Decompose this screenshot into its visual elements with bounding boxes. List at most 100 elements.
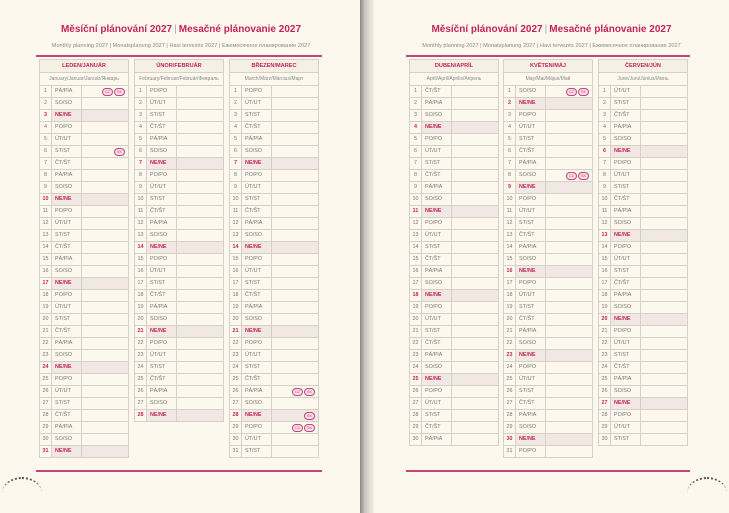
day-note-field[interactable] [272, 206, 318, 217]
day-note-field[interactable] [641, 326, 687, 337]
day-note-field[interactable] [546, 350, 592, 361]
day-note-field[interactable] [641, 218, 687, 229]
day-row[interactable]: 6 ÚT/UT [410, 146, 498, 158]
day-row[interactable]: 16 ÚT/UT [230, 266, 318, 278]
day-note-field[interactable] [272, 170, 318, 181]
day-row[interactable]: 1 PÁ/PIA CZ SK [40, 86, 128, 98]
day-note-field[interactable] [546, 194, 592, 205]
day-note-field[interactable] [452, 362, 498, 373]
day-row[interactable]: 28 ČT/ŠT [40, 410, 128, 422]
day-row[interactable]: 13 ÚT/UT [410, 230, 498, 242]
day-row[interactable]: 14 PO/PO [599, 242, 687, 254]
day-note-field[interactable] [82, 374, 128, 385]
day-note-field[interactable] [641, 266, 687, 277]
day-note-field[interactable] [641, 230, 687, 241]
day-row[interactable]: 1 SO/SO CZ SK [504, 86, 592, 98]
day-note-field[interactable] [452, 314, 498, 325]
day-row[interactable]: 23 ÚT/UT [230, 350, 318, 362]
day-note-field[interactable] [272, 374, 318, 385]
day-note-field[interactable] [452, 326, 498, 337]
day-row[interactable]: 2 SO/SO [40, 98, 128, 110]
day-note-field[interactable] [452, 398, 498, 409]
day-row[interactable]: 27 ČT/ŠT [504, 398, 592, 410]
day-row[interactable]: 26 PÁ/PIA CZ SK [230, 386, 318, 398]
day-row[interactable]: 7 ST/ST [410, 158, 498, 170]
day-row[interactable]: 4 NE/NE [410, 122, 498, 134]
day-row[interactable]: 30 NE/NE [504, 434, 592, 446]
day-note-field[interactable] [641, 278, 687, 289]
day-row[interactable]: 10 PO/PO [504, 194, 592, 206]
day-row[interactable]: 5 SO/SO [599, 134, 687, 146]
day-note-field[interactable] [546, 254, 592, 265]
day-note-field[interactable] [452, 338, 498, 349]
day-row[interactable]: 16 ST/ST [599, 266, 687, 278]
day-note-field[interactable] [272, 302, 318, 313]
day-note-field[interactable] [272, 242, 318, 253]
day-row[interactable]: 2 ST/ST [599, 98, 687, 110]
day-row[interactable]: 25 ÚT/UT [504, 374, 592, 386]
day-note-field[interactable] [546, 362, 592, 373]
day-note-field[interactable] [177, 86, 223, 97]
day-note-field[interactable] [177, 98, 223, 109]
day-note-field[interactable] [546, 134, 592, 145]
day-row[interactable]: 9 ST/ST [599, 182, 687, 194]
day-row[interactable]: 3 ČT/ŠT [599, 110, 687, 122]
day-note-field[interactable] [272, 230, 318, 241]
day-note-field[interactable] [272, 122, 318, 133]
day-note-field[interactable] [272, 110, 318, 121]
day-note-field[interactable] [82, 410, 128, 421]
day-row[interactable]: 22 PO/PO [230, 338, 318, 350]
day-note-field[interactable] [452, 122, 498, 133]
day-note-field[interactable] [272, 434, 318, 445]
day-row[interactable]: 11 PO/PO [40, 206, 128, 218]
day-row[interactable]: 20 ST/ST [40, 314, 128, 326]
day-row[interactable]: 25 PÁ/PIA [599, 374, 687, 386]
day-row[interactable]: 27 SO/SO [135, 398, 223, 410]
day-note-field[interactable] [177, 290, 223, 301]
day-note-field[interactable] [452, 434, 498, 445]
day-note-field[interactable] [272, 290, 318, 301]
day-note-field[interactable] [272, 326, 318, 337]
day-row[interactable]: 28 PÁ/PIA [504, 410, 592, 422]
day-row[interactable]: 26 PO/PO [410, 386, 498, 398]
day-row[interactable]: 15 PÁ/PIA [40, 254, 128, 266]
day-note-field[interactable] [546, 446, 592, 457]
day-note-field[interactable] [546, 434, 592, 445]
day-note-field[interactable] [641, 290, 687, 301]
day-row[interactable]: 19 SO/SO [599, 302, 687, 314]
day-row[interactable]: 3 ST/ST [135, 110, 223, 122]
day-note-field[interactable] [641, 182, 687, 193]
day-row[interactable]: 17 ST/ST [135, 278, 223, 290]
day-note-field[interactable] [452, 86, 498, 97]
day-note-field[interactable] [82, 446, 128, 457]
day-row[interactable]: 28 NE/NE [135, 410, 223, 421]
day-row[interactable]: 17 SO/SO [410, 278, 498, 290]
day-row[interactable]: 13 SO/SO [230, 230, 318, 242]
day-row[interactable]: 12 PÁ/PIA [230, 218, 318, 230]
day-note-field[interactable] [82, 434, 128, 445]
day-note-field[interactable] [177, 410, 223, 421]
day-note-field[interactable] [641, 146, 687, 157]
day-note-field[interactable] [452, 134, 498, 145]
day-note-field[interactable] [546, 182, 592, 193]
day-row[interactable]: 18 ÚT/UT [504, 290, 592, 302]
day-row[interactable]: 8 PÁ/PIA [40, 170, 128, 182]
day-note-field[interactable] [272, 350, 318, 361]
day-note-field[interactable] [641, 206, 687, 217]
day-row[interactable]: 12 PÁ/PIA [135, 218, 223, 230]
day-note-field[interactable]: CZ SK [82, 86, 128, 97]
day-row[interactable]: 22 PO/PO [135, 338, 223, 350]
day-note-field[interactable] [177, 254, 223, 265]
day-note-field[interactable] [272, 398, 318, 409]
day-note-field[interactable] [272, 314, 318, 325]
day-note-field[interactable] [452, 290, 498, 301]
day-note-field[interactable] [82, 218, 128, 229]
day-row[interactable]: 28 NE/NE SK [230, 410, 318, 422]
day-note-field[interactable] [641, 338, 687, 349]
day-note-field[interactable]: CZ SK [272, 422, 318, 433]
day-row[interactable]: 6 NE/NE [599, 146, 687, 158]
day-row[interactable]: 11 NE/NE [410, 206, 498, 218]
day-note-field[interactable] [546, 386, 592, 397]
day-note-field[interactable] [82, 398, 128, 409]
day-row[interactable]: 25 ČT/ŠT [135, 374, 223, 386]
